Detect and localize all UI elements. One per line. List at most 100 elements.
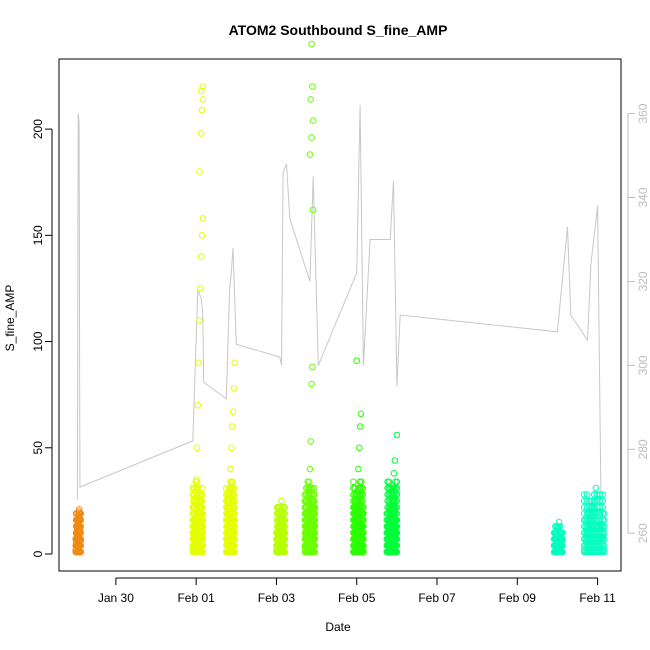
data-point bbox=[556, 523, 564, 530]
data-point bbox=[393, 523, 401, 530]
data-point bbox=[390, 470, 398, 477]
data-point bbox=[592, 484, 600, 492]
data-point bbox=[306, 465, 314, 473]
data-point bbox=[77, 529, 84, 537]
data-point bbox=[197, 285, 204, 292]
data-point bbox=[583, 497, 591, 505]
data-point bbox=[281, 542, 289, 549]
data-point bbox=[199, 96, 207, 103]
x-axis-label: Date bbox=[325, 620, 351, 634]
x-tick-label: Feb 05 bbox=[338, 591, 376, 605]
data-point bbox=[281, 548, 289, 556]
data-point bbox=[357, 410, 365, 418]
data-point bbox=[360, 523, 367, 530]
data-point bbox=[559, 542, 566, 549]
data-point bbox=[77, 542, 84, 549]
data-point bbox=[393, 510, 401, 517]
data-point bbox=[310, 491, 318, 498]
y-tick-label: 150 bbox=[31, 225, 45, 245]
data-point bbox=[393, 535, 401, 543]
data-point bbox=[596, 510, 604, 517]
data-point bbox=[359, 497, 367, 505]
data-point bbox=[601, 510, 608, 517]
data-point bbox=[231, 504, 238, 511]
data-point bbox=[355, 444, 363, 452]
point-cluster-5 bbox=[301, 40, 319, 556]
data-point bbox=[596, 497, 604, 505]
data-point bbox=[358, 478, 365, 486]
data-point bbox=[601, 542, 608, 549]
data-point bbox=[77, 548, 84, 556]
point-cluster-9 bbox=[580, 484, 608, 556]
data-point bbox=[309, 83, 316, 90]
data-point bbox=[281, 535, 289, 543]
data-point bbox=[198, 232, 206, 239]
data-point bbox=[601, 548, 608, 556]
data-point bbox=[230, 385, 238, 392]
point-cluster-4 bbox=[273, 497, 289, 556]
x-tick-label: Feb 03 bbox=[258, 591, 296, 605]
data-point bbox=[77, 535, 84, 543]
data-point bbox=[77, 510, 84, 517]
data-point bbox=[393, 529, 401, 537]
data-point bbox=[309, 363, 316, 371]
data-point bbox=[199, 215, 207, 222]
data-point bbox=[230, 491, 238, 498]
data-point bbox=[393, 504, 401, 511]
data-point bbox=[77, 516, 84, 524]
data-point bbox=[307, 438, 315, 445]
data-point bbox=[393, 484, 401, 492]
data-point bbox=[360, 510, 367, 517]
data-point bbox=[393, 431, 401, 439]
data-point bbox=[195, 359, 202, 367]
chart-title: ATOM2 Southbound S_fine_AMP bbox=[229, 22, 448, 38]
point-cluster-1 bbox=[72, 506, 84, 556]
x-tick-label: Feb 09 bbox=[499, 591, 537, 605]
data-point bbox=[278, 497, 285, 505]
data-point bbox=[308, 484, 316, 492]
point-cluster-8 bbox=[550, 518, 566, 556]
scatter-series bbox=[72, 40, 608, 556]
data-point bbox=[228, 423, 236, 430]
data-point bbox=[393, 497, 401, 505]
data-point bbox=[385, 478, 393, 486]
data-point bbox=[393, 548, 401, 556]
data-point bbox=[393, 516, 401, 524]
data-point bbox=[231, 548, 238, 556]
data-point bbox=[231, 497, 238, 505]
data-point bbox=[311, 516, 319, 524]
y-tick-label: 100 bbox=[31, 331, 45, 351]
data-point bbox=[231, 529, 238, 537]
data-point bbox=[231, 359, 238, 367]
data-point bbox=[601, 535, 608, 543]
data-point bbox=[193, 478, 201, 486]
x-tick-label: Feb 11 bbox=[579, 591, 616, 605]
data-point bbox=[360, 542, 367, 549]
data-point bbox=[596, 491, 604, 498]
data-point bbox=[305, 478, 313, 486]
data-point bbox=[311, 504, 319, 511]
y-axis-right: 260 280 300 320 340 360 bbox=[627, 103, 650, 543]
data-point bbox=[356, 423, 364, 430]
data-point bbox=[311, 529, 319, 537]
data-point bbox=[306, 151, 314, 158]
data-point bbox=[350, 478, 357, 486]
data-point bbox=[311, 535, 319, 543]
data-point bbox=[360, 535, 367, 543]
data-point bbox=[601, 516, 608, 524]
data-point bbox=[195, 484, 202, 492]
data-point bbox=[311, 510, 319, 517]
data-point bbox=[393, 478, 401, 486]
data-point bbox=[393, 491, 401, 498]
data-point bbox=[281, 529, 289, 537]
data-point bbox=[359, 491, 367, 498]
data-point bbox=[198, 484, 206, 492]
data-point bbox=[197, 130, 205, 137]
x-tick-label: Feb 01 bbox=[177, 591, 215, 605]
data-point bbox=[559, 535, 566, 543]
point-cluster-6 bbox=[350, 357, 367, 556]
data-point bbox=[229, 478, 237, 486]
data-point bbox=[230, 484, 238, 492]
data-point bbox=[198, 491, 206, 498]
